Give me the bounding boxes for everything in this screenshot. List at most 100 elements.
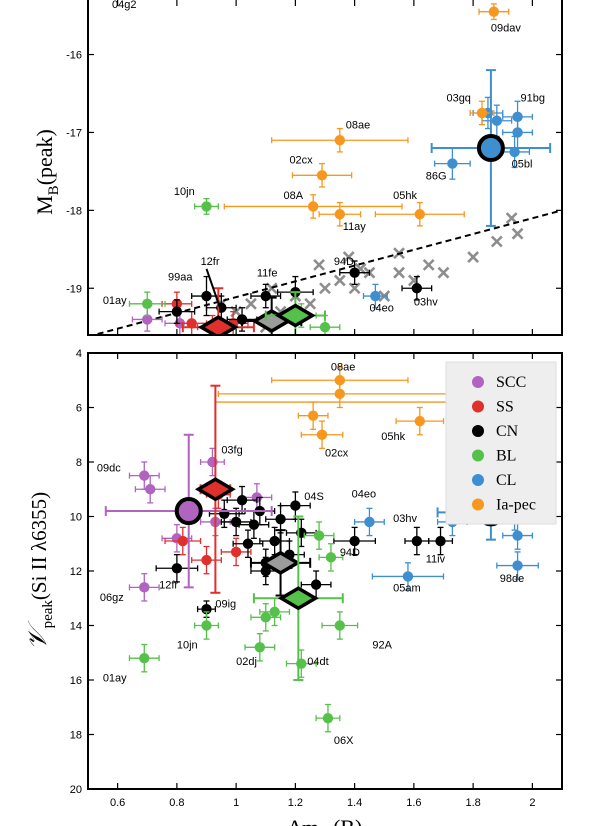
sn-label: 11iv [426,554,446,566]
data-point [193,611,220,640]
cross-marker [505,212,518,225]
sn-label: 06gz [100,592,124,604]
sn-label: 05bl [512,159,533,171]
sn-label: 11fe [257,268,278,280]
sn-label: 09dc [97,462,121,474]
sn-label: 94D [340,547,360,559]
legend-swatch [472,449,484,462]
sn-label: 08ae [346,120,370,132]
sn-label: 05hk [381,431,405,443]
data-point [303,521,335,550]
y-tick-label: -18 [66,205,82,217]
legend-label: BL [496,448,516,465]
data-point [362,283,388,309]
top-ylabel: MB(peak) [32,129,62,215]
data-point [318,201,362,227]
data-point [220,537,252,567]
legend-swatch [472,425,484,437]
data-point [250,603,282,632]
data-point [128,461,160,490]
cross-marker [333,274,346,287]
top-ylabel-sub: B [46,185,62,195]
sn-label: 98de [500,573,524,585]
data-point [496,551,539,580]
legend-label: SCC [496,374,526,391]
cross-marker [348,282,361,295]
cross-marker [490,235,503,248]
sn-label: 01ay [103,672,127,684]
y-tick-label: 6 [76,403,82,415]
y-tick-label: 12 [70,566,82,578]
cross-marker [511,227,524,240]
sn-label: 08ae [331,362,355,374]
data-point [433,147,471,180]
data-point [259,526,291,556]
cross-marker [313,258,325,271]
y-tick-label: 14 [70,621,82,633]
data-point [333,526,377,556]
sn-label: 99aa [168,272,193,284]
data-point [191,275,222,317]
label-fragment: 04g2 [112,0,136,11]
data-point [374,201,465,227]
sn-label: 02cx [289,155,313,167]
legend-label: CL [496,472,516,489]
data-point [478,3,510,21]
data-point [291,162,353,188]
sn-label: 04dt [307,656,328,668]
cross-marker [319,282,331,295]
data-point [128,643,160,673]
data-point [191,545,222,575]
data-point [371,562,445,591]
x-tick-label: 1.4 [347,797,362,809]
data-point [176,310,208,335]
data-point [285,518,317,548]
data-point [128,573,160,602]
data-point [428,526,454,556]
cross-marker [422,258,435,271]
data-point [502,521,534,550]
sn-label: 03hv [414,297,438,309]
x-tick-label: 0.8 [169,797,184,809]
data-point [128,291,166,317]
sn-label: 12fr [201,256,220,268]
data-point [226,485,258,515]
top-ylabel-suffix: (peak) [32,129,57,185]
legend-entry: Ia-pec [472,497,536,514]
sn-label: 09ig [215,599,236,611]
bottom-ylabel-suffix: (Si II λ6355) [27,492,51,600]
data-point [134,474,166,504]
sn-label: 04eo [352,488,376,500]
bottom-xlabel-main: Δm [288,815,319,826]
sn-label: 02dj [236,656,257,668]
y-tick-label: 8 [76,457,82,469]
mean-marker [430,69,552,227]
legend-entry: CN [472,423,519,440]
sn-label: 86G [426,170,447,182]
cross-marker [393,266,405,279]
top-ylabel-main: M [32,195,57,215]
mean-marker [194,384,236,594]
x-tick-label: 0.6 [110,797,125,809]
legend-label: CN [496,423,519,440]
cross-marker [467,251,480,264]
y-tick-label: 18 [70,730,82,742]
data-point [321,611,359,640]
y-tick-label: -16 [66,50,82,62]
cross-marker [437,266,450,279]
legend-swatch [472,498,484,511]
x-tick-label: 1.2 [288,797,303,809]
sn-label: 10jn [174,186,195,198]
data-point [193,198,220,215]
y-tick-label: -19 [66,283,82,295]
data-point [220,507,252,537]
sn-label: 12fr [159,580,178,592]
data-point [161,524,193,553]
top-panel: 04g2 01ay 99aa 12fr 11fe 94D 04eo 03hv 11ay 08A 05… [32,0,563,336]
sn-label: 01ay [103,295,127,307]
data-point [404,526,430,556]
mean-marker [181,287,255,335]
legend-entry: CL [472,472,516,489]
sn-label: 06X [334,735,354,747]
